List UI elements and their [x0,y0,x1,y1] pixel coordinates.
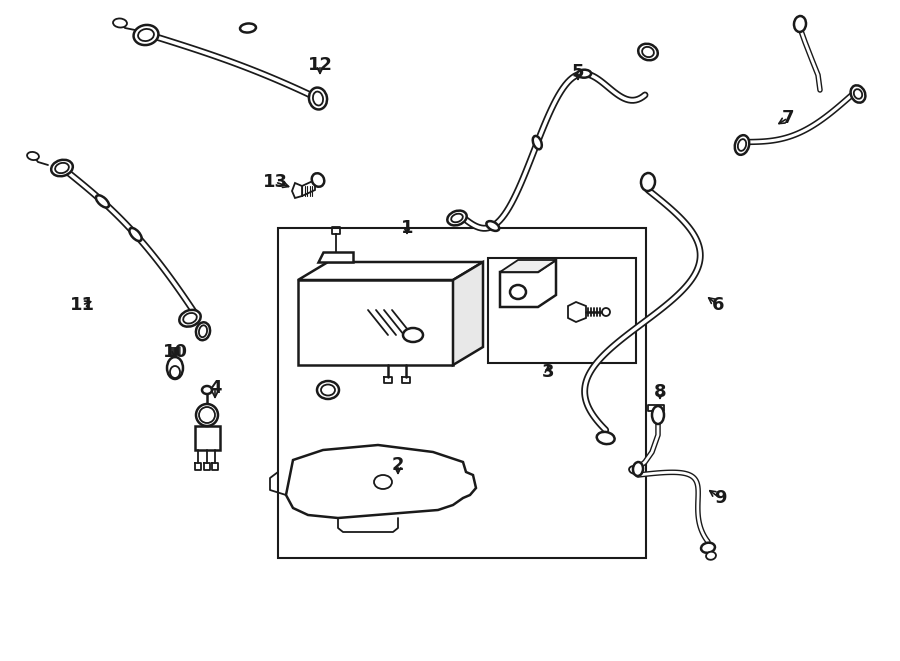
Polygon shape [453,262,483,365]
Ellipse shape [309,88,327,110]
Ellipse shape [321,385,335,395]
Polygon shape [298,262,483,280]
Ellipse shape [533,136,542,149]
Ellipse shape [629,466,641,474]
Ellipse shape [633,462,643,476]
Ellipse shape [130,228,141,241]
Text: 7: 7 [782,109,794,127]
Ellipse shape [317,381,339,399]
Ellipse shape [510,285,526,299]
Bar [488,258,636,363]
Ellipse shape [27,152,39,160]
Polygon shape [302,180,315,196]
Ellipse shape [202,386,212,394]
Ellipse shape [113,19,127,28]
Ellipse shape [850,85,866,102]
Ellipse shape [179,310,201,327]
Ellipse shape [403,328,423,342]
Ellipse shape [652,406,664,424]
Ellipse shape [642,47,654,57]
Ellipse shape [447,211,467,225]
Ellipse shape [602,308,610,316]
Ellipse shape [738,139,746,151]
Text: 5: 5 [572,63,584,81]
Text: 11: 11 [69,296,94,314]
Text: 9: 9 [714,489,726,507]
Ellipse shape [451,214,463,222]
Bar [278,228,646,558]
Ellipse shape [706,552,716,560]
Ellipse shape [96,195,109,208]
Text: 8: 8 [653,383,666,401]
Ellipse shape [196,404,218,426]
Polygon shape [286,445,476,518]
Ellipse shape [701,543,715,553]
Text: 10: 10 [163,343,187,361]
Polygon shape [195,426,220,450]
Text: 2: 2 [392,456,404,474]
Ellipse shape [170,366,180,378]
Polygon shape [298,280,453,365]
Text: 4: 4 [209,379,221,397]
Ellipse shape [311,173,324,187]
Ellipse shape [638,44,658,60]
Polygon shape [318,252,353,262]
Ellipse shape [138,29,154,41]
Ellipse shape [55,163,69,173]
Ellipse shape [374,475,392,489]
Polygon shape [500,260,556,272]
Text: 13: 13 [263,173,287,191]
Text: 12: 12 [308,56,332,74]
Ellipse shape [794,16,806,32]
Ellipse shape [196,323,210,340]
Ellipse shape [641,173,655,191]
Polygon shape [568,302,586,322]
Ellipse shape [199,407,215,423]
Ellipse shape [486,221,500,231]
Text: 6: 6 [712,296,724,314]
Ellipse shape [240,23,256,32]
Ellipse shape [167,357,183,379]
Ellipse shape [184,313,197,323]
Ellipse shape [854,89,862,99]
Ellipse shape [313,92,323,106]
Ellipse shape [577,69,591,78]
Text: 1: 1 [400,219,413,237]
Ellipse shape [734,135,749,155]
Ellipse shape [199,325,207,337]
Text: 3: 3 [542,363,554,381]
Ellipse shape [51,160,73,176]
Polygon shape [292,183,302,198]
Polygon shape [500,260,556,307]
Ellipse shape [133,25,158,45]
Ellipse shape [597,432,615,444]
